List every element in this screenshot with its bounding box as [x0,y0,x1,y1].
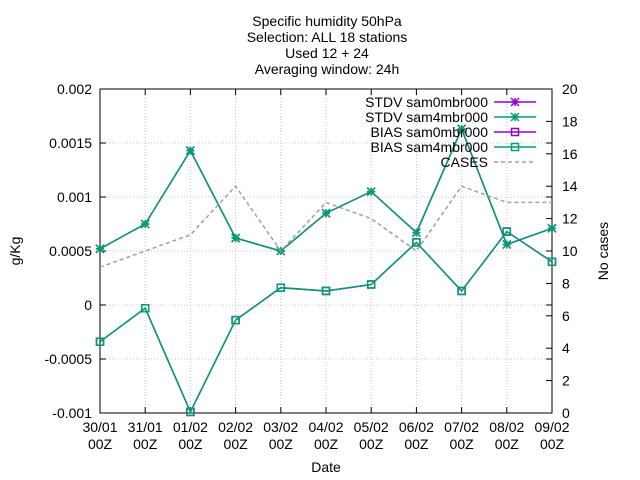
data-point [321,208,331,218]
legend-label: BIAS sam4mbr000 [371,139,489,155]
series-line [99,185,552,268]
data-point [95,244,105,254]
series-line [99,230,553,414]
chart-title-line: Averaging window: 24h [255,61,400,77]
x-tick-label: 02/02 00Z [218,419,253,452]
y-tick-label: 0.002 [57,81,92,97]
y2-tick-label: 6 [562,308,570,324]
data-point [502,239,512,250]
x-tick-label: 30/01 00Z [82,419,117,452]
y2-axis-ticks: 0 2 4 6 8 10 12 14 16 18 20 [546,81,578,421]
data-point [276,283,286,292]
legend-label: STDV sam0mbr000 [365,94,488,110]
series-cases [99,185,552,268]
data-point [185,146,195,156]
series [95,124,557,417]
series-line [99,230,553,414]
series-bias-sam4mbr000 [95,227,557,417]
data-point [95,337,105,346]
x-tick-label: 07/02 00Z [444,419,479,452]
data-point [366,280,376,289]
x-axis-label: Date [311,459,341,475]
data-point [412,238,421,247]
legend-label: STDV sam4mbr000 [365,109,488,125]
y-tick-label: 0.0015 [49,135,92,151]
data-point [366,187,376,197]
data-point [140,219,150,229]
data-point [547,257,557,267]
y2-tick-label: 0 [562,405,570,421]
y2-tick-label: 18 [562,113,578,129]
x-tick-label: 31/01 00Z [128,419,163,452]
x-tick-label: 05/02 00Z [354,419,389,452]
data-point [457,124,467,134]
data-point [457,286,466,296]
y2-axis-label: No cases [595,222,611,280]
data-point [231,315,240,325]
x-tick-label: 09/02 00Z [534,419,569,452]
x-axis-ticks: 30/01 00Z 31/01 00Z 01/02 00Z 02/02 00Z 03/02 00Z… [82,89,570,452]
y-tick-label: 0 [84,297,92,313]
chart-title-line: Used 12 + 24 [285,45,369,61]
data-point [140,303,150,313]
chart-title-line: Selection: ALL 18 stations [247,29,408,45]
y2-tick-label: 4 [562,340,570,356]
legend-label: BIAS sam0mbr000 [371,124,489,140]
data-point [186,407,195,417]
data-point [321,286,331,296]
y2-tick-label: 14 [562,178,578,194]
y2-tick-label: 16 [562,146,578,162]
series-bias-sam0mbr000 [95,227,557,417]
x-tick-label: 06/02 00Z [399,419,434,452]
y-tick-label: -0.0005 [45,351,93,367]
data-point [547,223,557,233]
y-tick-label: 0.001 [57,189,92,205]
data-point [502,227,512,236]
y-axis-ticks: -0.001 -0.0005 0 0.0005 0.001 0.0015 0.002 [45,81,552,421]
y-axis-label: g/Kg [7,237,23,266]
y2-tick-label: 2 [562,373,570,389]
chart-title-line: Specific humidity 50hPa [252,13,402,29]
y2-tick-label: 10 [562,243,578,259]
y-tick-label: -0.001 [52,405,92,421]
x-tick-label: 01/02 00Z [173,419,208,452]
legend-marker [510,112,520,122]
y2-tick-label: 12 [562,211,578,227]
y2-tick-label: 20 [562,81,578,97]
x-tick-label: 03/02 00Z [263,419,298,452]
legend-marker [510,97,520,107]
y-tick-label: 0.0005 [49,243,92,259]
x-tick-label: 08/02 00Z [489,419,524,452]
data-point [411,228,421,238]
data-point [231,233,241,243]
x-tick-label: 04/02 00Z [308,419,343,452]
y2-tick-label: 8 [562,275,570,291]
legend-label: CASES [441,154,488,170]
legend-marker [510,142,520,152]
legend-marker [510,127,520,137]
